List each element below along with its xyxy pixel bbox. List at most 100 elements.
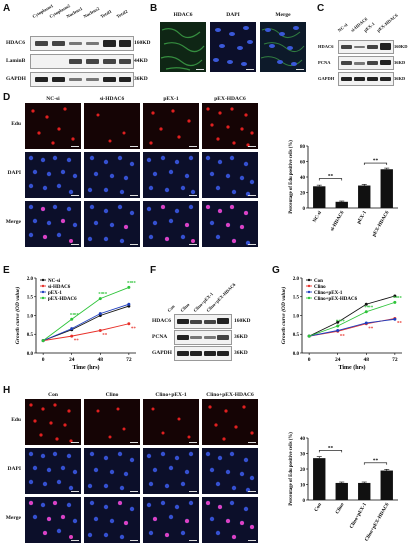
y-tick-label: 40 — [300, 437, 306, 442]
lane-label: pEX-HDAC6 — [375, 12, 399, 34]
y-tick-label: 1.0 — [27, 314, 34, 319]
lane-label: Clino — [179, 302, 191, 313]
micrograph-dapi — [84, 448, 140, 494]
significance-label: ** — [397, 296, 403, 301]
column-label: Clino+pEX-HDAC6 — [206, 392, 254, 398]
data-point — [336, 320, 340, 324]
micrograph-hdac6 — [160, 22, 206, 72]
x-tick-label: pEX-HDAC6 — [372, 210, 391, 238]
data-point — [98, 312, 102, 316]
column-label: NC-si — [46, 96, 60, 102]
data-point — [127, 285, 131, 289]
x-tick-label: 72 — [126, 357, 132, 363]
panel-b-immunofluorescence: HDAC6 DAPI Merge — [160, 12, 310, 87]
lane-label: Con — [166, 303, 176, 313]
blot-row-label: PCNA — [152, 334, 168, 340]
series-line — [308, 295, 395, 337]
micrograph-edu — [25, 103, 81, 149]
panel-e-label: E — [3, 265, 10, 276]
legend-marker — [307, 296, 311, 300]
legend-label: Clino+pEX-HDAC6 — [314, 297, 358, 302]
bar — [335, 201, 348, 208]
x-tick-label: Clino+pEX-1 — [349, 502, 368, 530]
significance-label: ** — [70, 313, 76, 318]
micrograph-edu — [143, 103, 199, 149]
series-line — [43, 323, 129, 342]
data-point — [393, 300, 397, 304]
row-label: Merge — [5, 219, 21, 225]
micrograph-merge — [260, 22, 306, 72]
y-tick-label: 0.5 — [27, 333, 34, 338]
y-tick-label: 20 — [300, 468, 306, 473]
x-axis-label: Time (hrs) — [338, 364, 365, 371]
y-tick-label: 1.5 — [27, 296, 34, 301]
legend-marker — [307, 284, 311, 288]
significance-label: ** — [74, 313, 80, 318]
micrograph-dapi — [25, 448, 81, 494]
legend-label: si-HDAC6 — [48, 285, 71, 290]
legend-label: Clino+pEX-1 — [314, 291, 343, 296]
x-tick-label: 24 — [69, 357, 75, 363]
significance-label: ** — [373, 158, 379, 164]
significance-label: ** — [131, 327, 137, 332]
blot-row-label: HDAC6 — [318, 44, 334, 49]
y-tick-label: 0.5 — [293, 333, 300, 338]
x-tick-label: 0 — [42, 357, 45, 363]
x-tick-label: 72 — [392, 357, 398, 363]
blot-strip-gapdh — [30, 72, 134, 87]
micrograph-merge — [143, 497, 199, 543]
blot-row-label: GAPDH — [6, 76, 26, 82]
significance-bracket — [318, 178, 343, 181]
x-tick-label: pEX-1 — [357, 210, 369, 225]
panel-d-edu-grid: NC-si si-HDAC6 pEX-1 pEX-HDAC6 Edu DAPI … — [0, 96, 265, 256]
data-point — [98, 329, 102, 332]
data-point — [98, 297, 102, 301]
molecular-weight-label: 36KD — [234, 350, 248, 356]
panel-e-line-chart: 0.0 0.5 1.0 1.5 2.0 0 24 48 72 Time (hrs) Growth c… — [14, 277, 137, 371]
micrograph-dapi — [202, 152, 258, 198]
micrograph-merge — [202, 201, 258, 247]
panel-a-western-blot: Cytoplasm1 Cytoplasm2 Nucleus1 Nucleus2 … — [6, 3, 151, 99]
blot-row-label: LaminB — [6, 58, 26, 64]
y-tick-label: 2.0 — [293, 277, 300, 282]
significance-label: ** — [340, 320, 346, 325]
series-line — [42, 305, 129, 342]
micrograph-merge — [143, 201, 199, 247]
series-line — [309, 318, 395, 337]
blot-row-label: GAPDH — [318, 76, 335, 81]
micrograph-merge — [84, 497, 140, 543]
x-axis-label: Time (hrs) — [72, 364, 99, 371]
panel-d-label: D — [3, 92, 11, 103]
row-label: DAPI — [7, 466, 21, 472]
column-label: Merge — [275, 12, 291, 18]
molecular-weight-label: 160KD — [134, 40, 151, 46]
y-tick-label: 0 — [303, 207, 306, 212]
significance-label: ** — [127, 281, 133, 286]
molecular-weight-label: 160KD — [394, 44, 408, 49]
significance-label: ** — [102, 293, 108, 298]
data-point — [393, 317, 397, 321]
micrograph-dapi — [25, 152, 81, 198]
micrograph-edu — [143, 399, 199, 445]
legend-marker — [41, 296, 45, 300]
x-tick-label: 48 — [364, 357, 370, 363]
micrograph-edu — [84, 103, 140, 149]
y-tick-label: 0.0 — [27, 352, 34, 357]
bar — [380, 169, 393, 208]
significance-label: ** — [368, 306, 374, 311]
column-label: pEX-HDAC6 — [214, 96, 246, 102]
significance-label: ** — [364, 306, 370, 311]
y-axis-label: Percentage of Edu positive cells (%) — [289, 432, 294, 506]
blot-row-label: HDAC6 — [152, 318, 171, 324]
data-point — [127, 302, 131, 306]
x-tick-label: 48 — [98, 357, 104, 363]
significance-label: ** — [328, 174, 334, 180]
lane-label: NC-si — [336, 22, 349, 33]
molecular-weight-label: 36KD — [134, 76, 148, 82]
x-tick-label: si-HDAC6 — [330, 210, 346, 232]
significance-label: ** — [397, 322, 403, 327]
column-label: Clino+pEX-1 — [155, 392, 187, 398]
blot-row-label: GAPDH — [152, 350, 172, 356]
micrograph-edu — [202, 103, 258, 149]
micrograph-edu — [25, 399, 81, 445]
